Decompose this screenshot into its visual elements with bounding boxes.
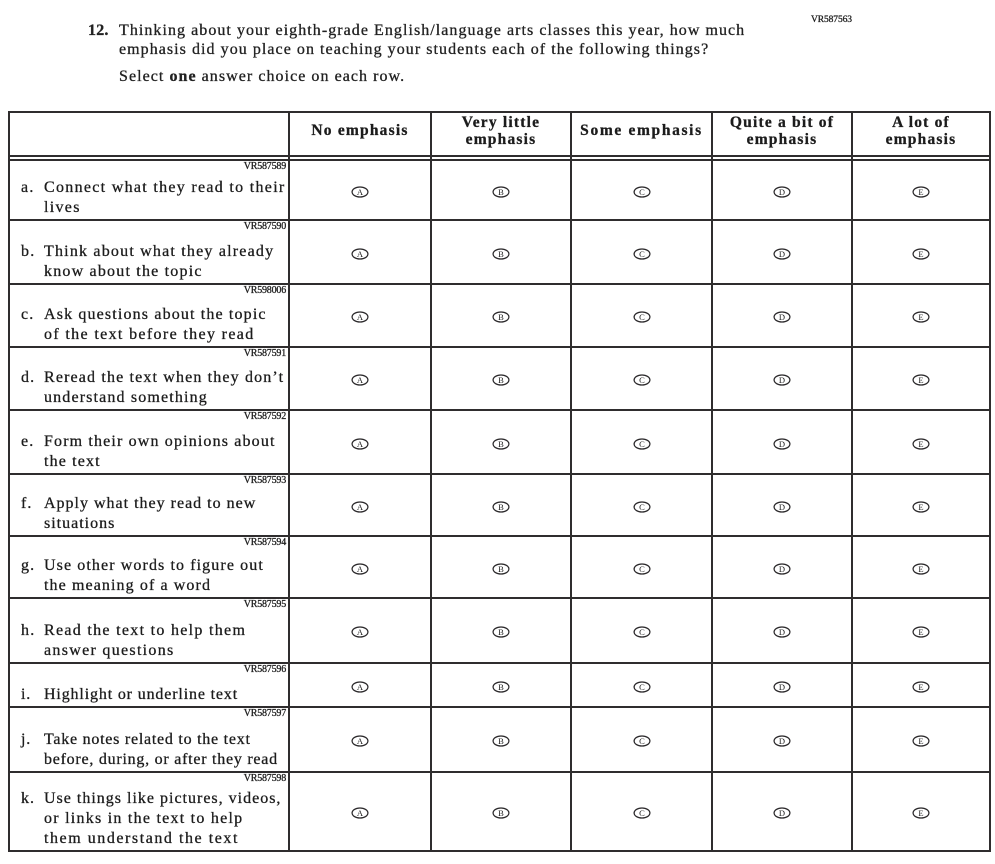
svg-text:A: A bbox=[357, 563, 364, 573]
svg-text:B: B bbox=[498, 681, 504, 691]
svg-text:E: E bbox=[918, 736, 923, 746]
svg-text:C: C bbox=[639, 438, 645, 448]
svg-text:C: C bbox=[639, 808, 645, 818]
svg-text:A: A bbox=[357, 375, 364, 385]
svg-text:B: B bbox=[498, 501, 504, 511]
svg-text:B: B bbox=[498, 375, 504, 385]
svg-text:E: E bbox=[918, 681, 923, 691]
svg-text:B: B bbox=[498, 248, 504, 258]
svg-text:A: A bbox=[357, 736, 364, 746]
svg-text:A: A bbox=[357, 627, 364, 637]
svg-text:B: B bbox=[498, 312, 504, 322]
svg-text:E: E bbox=[918, 438, 923, 448]
svg-text:A: A bbox=[357, 808, 364, 818]
svg-text:B: B bbox=[498, 563, 504, 573]
svg-text:C: C bbox=[639, 248, 645, 258]
svg-text:A: A bbox=[357, 312, 364, 322]
svg-text:D: D bbox=[779, 501, 785, 511]
svg-text:C: C bbox=[639, 563, 645, 573]
svg-text:E: E bbox=[918, 501, 923, 511]
svg-text:B: B bbox=[498, 438, 504, 448]
svg-text:A: A bbox=[357, 681, 364, 691]
svg-text:A: A bbox=[357, 438, 364, 448]
svg-text:D: D bbox=[779, 808, 785, 818]
svg-text:D: D bbox=[779, 186, 785, 196]
svg-text:E: E bbox=[918, 375, 923, 385]
svg-text:E: E bbox=[918, 808, 923, 818]
svg-text:D: D bbox=[779, 438, 785, 448]
svg-text:D: D bbox=[779, 375, 785, 385]
svg-text:D: D bbox=[779, 312, 785, 322]
svg-text:C: C bbox=[639, 312, 645, 322]
svg-text:D: D bbox=[779, 681, 785, 691]
svg-text:E: E bbox=[918, 563, 923, 573]
svg-text:C: C bbox=[639, 186, 645, 196]
svg-text:E: E bbox=[918, 186, 923, 196]
svg-text:D: D bbox=[779, 736, 785, 746]
svg-text:B: B bbox=[498, 736, 504, 746]
svg-text:D: D bbox=[779, 627, 785, 637]
svg-text:C: C bbox=[639, 501, 645, 511]
svg-text:B: B bbox=[498, 627, 504, 637]
svg-text:E: E bbox=[918, 312, 923, 322]
svg-text:C: C bbox=[639, 375, 645, 385]
svg-text:A: A bbox=[357, 186, 364, 196]
svg-text:A: A bbox=[357, 248, 364, 258]
svg-text:E: E bbox=[918, 627, 923, 637]
svg-text:C: C bbox=[639, 627, 645, 637]
svg-text:B: B bbox=[498, 186, 504, 196]
svg-text:D: D bbox=[779, 248, 785, 258]
svg-text:E: E bbox=[918, 248, 923, 258]
svg-text:D: D bbox=[779, 563, 785, 573]
svg-text:C: C bbox=[639, 736, 645, 746]
svg-text:B: B bbox=[498, 808, 504, 818]
svg-text:C: C bbox=[639, 681, 645, 691]
svg-text:A: A bbox=[357, 501, 364, 511]
